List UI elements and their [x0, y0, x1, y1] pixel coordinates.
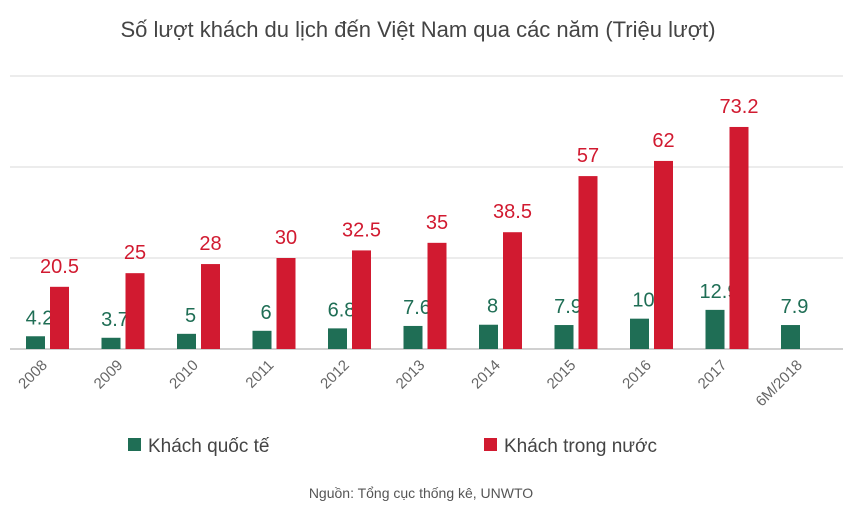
- x-tick-label: 2017: [695, 357, 731, 393]
- legend-swatch-intl: [128, 438, 141, 451]
- bar-domestic-2011: [276, 258, 296, 349]
- data-label: 35: [426, 212, 448, 234]
- x-tick-label: 2016: [619, 357, 655, 393]
- data-label: 10: [632, 290, 654, 312]
- legend-label-intl: Khách quốc tế: [148, 436, 270, 457]
- data-label: 62: [652, 130, 674, 152]
- data-label: 12.9: [700, 281, 739, 303]
- data-label: 3.7: [101, 309, 129, 331]
- data-label: 28: [199, 233, 221, 255]
- legend-swatch-domestic: [484, 438, 497, 451]
- bar-domestic-2013: [427, 242, 447, 349]
- x-tick-label: 2008: [15, 357, 51, 393]
- x-tick-label: 2012: [317, 357, 353, 393]
- data-label: 6: [260, 302, 271, 324]
- bar-domestic-2012: [352, 250, 371, 349]
- bar-domestic-2017: [729, 126, 749, 350]
- x-tick-label: 2011: [242, 357, 277, 392]
- bar-intl-2017: [705, 309, 725, 349]
- bar-domestic-2008: [50, 286, 69, 349]
- bar-intl-2009: [101, 337, 121, 349]
- bar-intl-2015: [554, 325, 574, 349]
- chart-title: Số lượt khách du lịch đến Việt Nam qua c…: [120, 17, 715, 42]
- data-label: 6.8: [328, 299, 356, 321]
- legend: Khách quốc tế Khách trong nước: [128, 436, 657, 457]
- data-label: 5: [185, 305, 196, 327]
- data-label: 32.5: [342, 219, 381, 241]
- x-tick-label: 2014: [468, 357, 504, 393]
- x-tick-label: 2009: [91, 357, 127, 393]
- bar-domestic-2016: [654, 160, 673, 349]
- data-label: 20.5: [40, 256, 79, 278]
- bar-intl-2010: [177, 333, 196, 349]
- data-label: 38.5: [493, 201, 532, 223]
- bar-intl-6M/2018: [781, 325, 800, 349]
- data-label: 73.2: [720, 96, 759, 118]
- data-label: 30: [275, 227, 297, 249]
- x-tick-label: 6M/2018: [753, 357, 806, 410]
- legend-label-domestic: Khách trong nước: [504, 436, 657, 457]
- bar-intl-2011: [252, 330, 272, 349]
- x-tick-label: 2010: [166, 357, 202, 393]
- x-tick-label: 2013: [393, 357, 429, 393]
- data-label: 57: [577, 145, 599, 167]
- source-note: Nguồn: Tổng cục thống kê, UNWTO: [309, 485, 533, 501]
- data-label: 8: [487, 296, 498, 318]
- bar-domestic-2015: [578, 176, 598, 349]
- data-label: 7.6: [403, 297, 431, 319]
- data-label: 7.9: [781, 296, 809, 318]
- x-tick-label: 2015: [544, 357, 580, 393]
- data-label: 25: [124, 242, 146, 264]
- data-label: 7.9: [554, 296, 582, 318]
- bar-domestic-2009: [125, 273, 145, 349]
- bar-intl-2014: [479, 324, 498, 349]
- bar-domestic-2014: [503, 232, 522, 349]
- bar-intl-2012: [328, 328, 347, 349]
- bar-domestic-2010: [201, 264, 220, 349]
- bar-intl-2008: [26, 336, 45, 349]
- bar-intl-2016: [630, 318, 649, 349]
- data-label: 4.2: [26, 307, 54, 329]
- bar-intl-2013: [403, 325, 423, 349]
